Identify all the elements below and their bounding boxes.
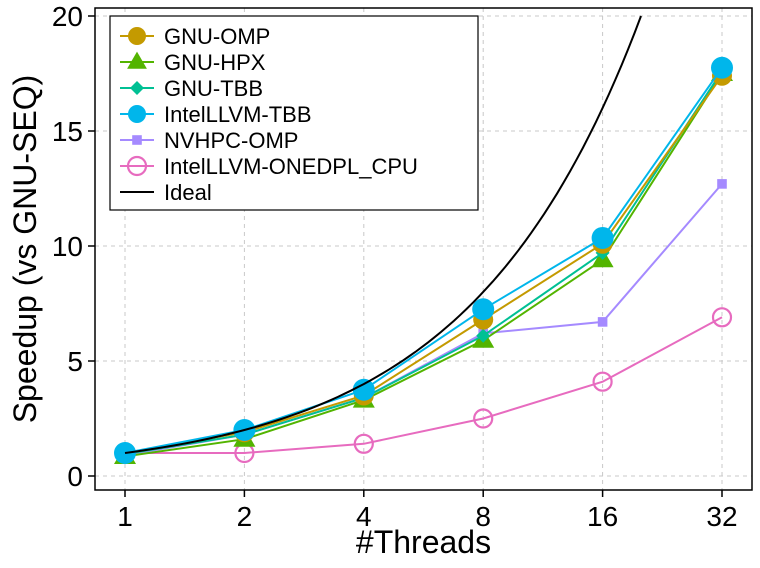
data-point (352, 378, 375, 401)
data-point (591, 226, 614, 249)
legend-label: NVHPC-OMP (164, 128, 298, 153)
y-tick-label: 5 (67, 346, 83, 377)
series-line (124, 72, 723, 458)
x-tick-label: 4 (356, 501, 372, 532)
data-point (592, 371, 613, 392)
series-layer (114, 15, 733, 464)
x-tick-label: 32 (706, 501, 737, 532)
series-line (124, 70, 723, 456)
legend-label: GNU-OMP (164, 24, 270, 49)
series-nvhpc-omp (120, 179, 727, 461)
legend-box (109, 15, 479, 211)
legend-item: NVHPC-OMP (120, 128, 298, 153)
data-point (476, 328, 491, 343)
legend-label: IntelLLVM-ONEDPL_CPU (164, 154, 418, 179)
data-point (597, 317, 608, 327)
ideal-line (124, 15, 642, 454)
data-point (711, 307, 733, 328)
y-tick-label: 0 (67, 461, 83, 492)
series-line (125, 316, 723, 454)
legend-marker (128, 27, 146, 45)
legend-marker (128, 105, 146, 123)
y-axis-title: Speedup (vs GNU-SEQ) (7, 75, 43, 424)
y-tick-label: 15 (52, 116, 83, 147)
data-point (711, 56, 733, 79)
y-axis-ticks: 0 5 10 15 20 (52, 1, 95, 492)
legend-marker (132, 135, 142, 145)
x-tick-label: 8 (475, 501, 491, 532)
data-point (717, 179, 727, 189)
legend-item: IntelLLVM-ONEDPL_CPU (120, 154, 418, 179)
y-tick-label: 10 (52, 231, 83, 262)
x-tick-label: 2 (237, 501, 253, 532)
plot-frame (94, 7, 753, 491)
data-point (473, 408, 494, 429)
legend-label: IntelLLVM-TBB (164, 102, 312, 127)
x-tick-label: 16 (587, 501, 618, 532)
legend-item: IntelLLVM-TBB (120, 102, 312, 127)
y-tick-label: 20 (52, 1, 83, 32)
series-ideal (124, 15, 642, 454)
legend-label: GNU-TBB (164, 76, 263, 101)
x-axis-title: #Threads (356, 524, 491, 560)
x-tick-label: 1 (117, 501, 133, 532)
data-point (353, 433, 374, 454)
series-line (124, 67, 723, 454)
legend-item: Ideal (120, 180, 212, 205)
x-axis-ticks: 1 2 4 8 16 32 (117, 490, 738, 532)
series-line (124, 183, 723, 457)
legend-marker (126, 155, 148, 177)
data-point (472, 298, 495, 321)
legend-marker (127, 51, 147, 69)
legend-item: GNU-HPX (120, 50, 266, 75)
series-intelllvm-tbb (114, 56, 733, 464)
legend-label: GNU-HPX (164, 50, 266, 75)
legend: GNU-OMPGNU-HPXGNU-TBBIntelLLVM-TBBNVHPC-… (109, 15, 479, 211)
legend-marker (130, 81, 144, 95)
legend-item: GNU-OMP (120, 24, 270, 49)
legend-item: GNU-TBB (120, 76, 263, 101)
legend-label: Ideal (164, 180, 212, 205)
